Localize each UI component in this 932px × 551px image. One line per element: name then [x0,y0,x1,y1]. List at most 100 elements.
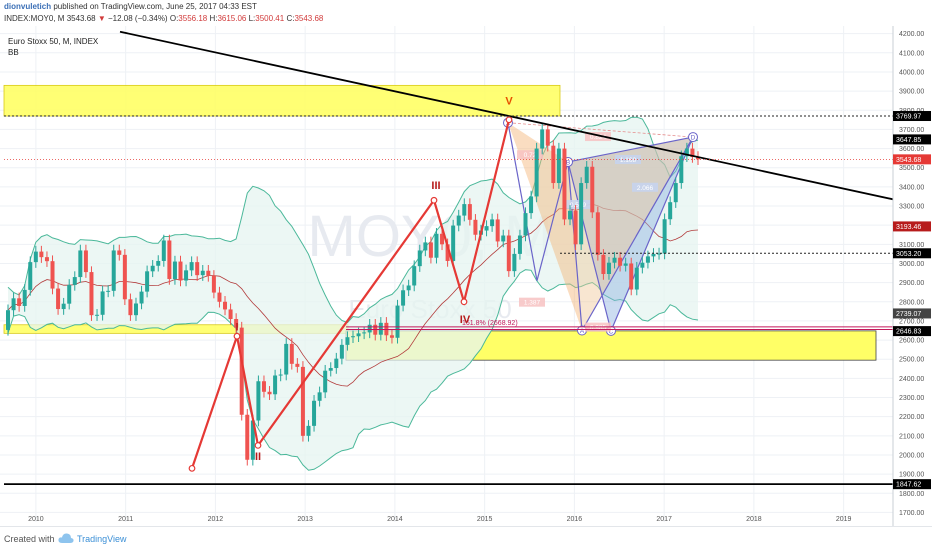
candle-body [84,250,88,272]
candle-body [56,289,60,309]
candle-body [624,263,628,265]
wave-node [461,299,467,305]
candle-body [212,276,216,293]
price-tag-label: 1847.62 [896,482,921,489]
candle-body [245,415,249,460]
candle-body [345,337,349,345]
y-tick-label: 2400.00 [899,376,924,383]
candle-body [585,167,589,183]
x-tick-label: 2017 [656,516,672,523]
candle-body [128,299,132,315]
ratio-label: 1.387 [524,300,541,307]
candle-body [156,261,160,266]
ratio-label: 0.985 [590,325,607,332]
candle-body [217,293,221,302]
candle-body [45,257,49,261]
y-tick-label: 3400.00 [899,184,924,191]
candle-body [568,211,572,220]
x-tick-label: 2014 [387,516,403,523]
candle-body [668,202,672,219]
candle-body [295,364,299,367]
candle-body [468,204,472,220]
candle-body [201,271,205,275]
candle-body [434,234,438,258]
candle-body [574,211,578,245]
candle-body [229,309,233,319]
x-tick-label: 2016 [567,516,583,523]
candle-body [117,250,121,254]
publisher-name[interactable]: dionvuletich [4,2,51,11]
y-tick-label: 3700.00 [899,127,924,134]
wave-node [431,197,437,203]
wave-label: I [235,321,238,333]
y-tick-label: 2900.00 [899,280,924,287]
candle-body [334,359,338,368]
candle-body [318,392,322,400]
price-change: −12.08 (−0.34%) [108,14,168,23]
candle-body [457,216,461,226]
y-tick-label: 2000.00 [899,452,924,459]
candle-body [501,236,505,242]
price-chart[interactable]: MOY0, M Euro Stoxx 50 XABCD0.8240.721.16… [0,26,932,526]
wave-node [506,117,512,123]
candle-body [646,256,650,262]
candle-body [256,381,260,420]
candle-body [496,219,500,241]
candle-body [674,183,678,202]
candle-body [663,219,667,253]
candle-body [362,332,366,333]
y-tick-label: 1700.00 [899,510,924,517]
candle-body [284,344,288,375]
candle-body [596,212,600,255]
candle-body [451,226,455,261]
indicator-label[interactable]: BB [8,48,19,57]
tradingview-cloud-icon [58,532,74,544]
wave-label: IV [460,314,471,326]
harmonic-label: B [566,159,570,166]
x-tick-label: 2011 [118,516,133,523]
x-tick-label: 2012 [208,516,224,523]
resistance-zone [4,85,560,116]
candle-body [73,277,77,285]
candle-body [112,250,116,290]
candle-body [329,368,333,371]
candle-body [535,149,539,197]
candle-body [524,213,528,235]
candle-body [179,262,183,281]
footer: Created with TradingView [0,526,932,551]
x-tick-label: 2013 [297,516,313,523]
candle-body [6,310,10,330]
high-value: 3615.06 [217,14,246,23]
y-tick-label: 1900.00 [899,472,924,479]
ratio-label: 2.066 [637,185,654,192]
candle-body [490,219,494,226]
x-tick-label: 2018 [746,516,762,523]
candle-body [301,367,305,436]
wave-label: V [505,96,513,108]
y-tick-label: 2500.00 [899,357,924,364]
y-tick-label: 4100.00 [899,50,924,57]
candle-body [323,371,327,393]
candle-body [262,381,266,392]
candle-body [95,315,99,316]
candle-body [357,333,361,336]
tradingview-brand[interactable]: TradingView [77,534,127,544]
down-arrow-icon: ▼ [98,14,106,23]
candle-body [473,220,477,235]
chart-header: dionvuletich published on TradingView.co… [0,0,932,26]
candle-body [518,236,522,254]
candle-body [401,290,405,305]
candle-body [173,262,177,279]
price-tag-label: 3647.85 [896,137,921,144]
created-with-text: Created with [4,534,55,544]
close-value: 3543.68 [294,14,323,23]
candle-body [151,266,155,272]
y-tick-label: 3900.00 [899,89,924,96]
y-tick-label: 3100.00 [899,242,924,249]
candle-body [629,263,633,289]
candle-body [485,226,489,230]
candle-body [67,285,71,304]
y-tick-label: 3500.00 [899,165,924,172]
symbol-label: INDEX:MOY0, M [4,14,64,23]
wave-node [255,443,261,449]
